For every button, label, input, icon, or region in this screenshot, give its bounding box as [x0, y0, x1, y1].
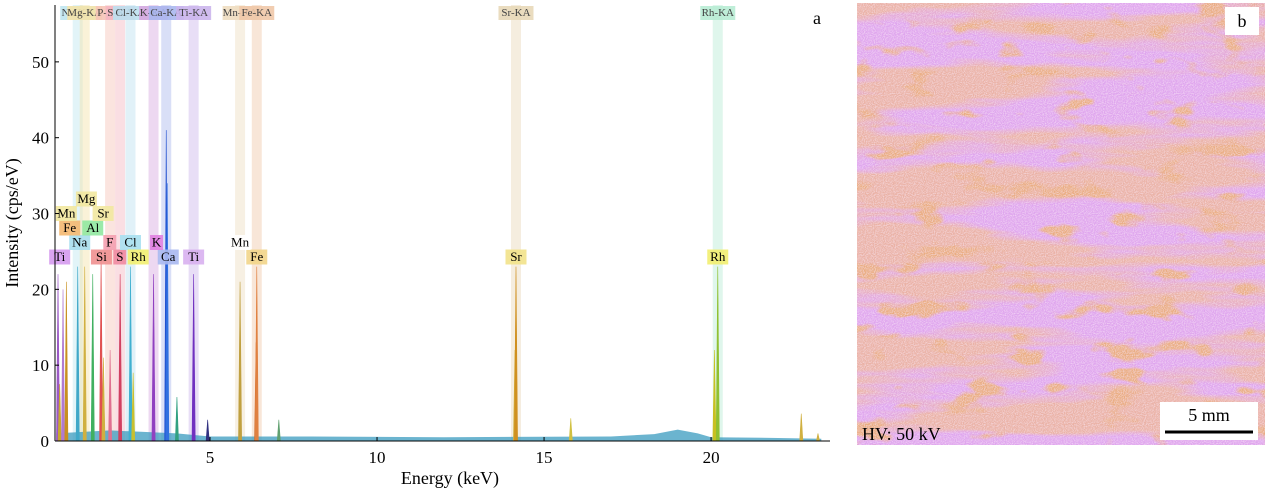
line-label: Fe-KA	[241, 7, 272, 19]
element-label-box	[90, 249, 112, 265]
y-tick-label: 50	[32, 53, 49, 72]
element-label-box	[505, 249, 527, 265]
element-label: Fe	[250, 249, 263, 264]
background-area	[56, 429, 822, 441]
x-tick-label: 5	[206, 448, 215, 467]
element-label-box	[59, 220, 81, 236]
element-label: Rh	[131, 249, 147, 264]
hv-label: HV: 50 kV	[862, 424, 941, 444]
element-label-box	[103, 235, 117, 250]
line-band	[125, 5, 136, 441]
x-tick-label: 20	[703, 448, 720, 467]
line-label-box	[700, 6, 736, 20]
spectrum-panel: Na-KAMg-KAP-KAS-KACl-KAK-KACa-KATi-KAMn-…	[2, 5, 830, 489]
element-label-box	[707, 249, 729, 265]
line-label: Cl-KA	[116, 7, 146, 19]
peak	[175, 397, 179, 442]
element-label-box	[157, 249, 179, 265]
peak	[61, 289, 65, 442]
element-label: Rh	[710, 249, 726, 264]
line-label: Ca-KA	[150, 7, 182, 19]
scale-box	[1160, 402, 1258, 440]
panel-label: a	[813, 8, 821, 28]
peak	[64, 281, 69, 442]
x-tick-label: 15	[536, 448, 553, 467]
peak	[816, 433, 820, 442]
line-label-box	[239, 6, 275, 20]
line-label: Ti-KA	[179, 7, 208, 19]
element-label: Ti	[188, 249, 199, 264]
line-label-box	[67, 6, 103, 20]
map-panel: b HV: 50 kV 5 mm	[857, 3, 1265, 445]
element-label: F	[106, 234, 113, 249]
element-label-box	[82, 220, 104, 236]
y-tick-label: 10	[32, 356, 49, 375]
line-band	[115, 5, 126, 441]
peak	[568, 418, 573, 442]
element-label-box	[92, 206, 114, 221]
element-label-box	[113, 249, 127, 265]
peak	[90, 274, 95, 442]
element-label-box	[75, 191, 97, 207]
line-label: Mg-KA	[67, 7, 102, 19]
element-label: Sr	[510, 249, 522, 264]
line-band	[712, 5, 723, 441]
element-label-box	[229, 235, 251, 250]
scale-label: 5 mm	[1188, 405, 1230, 425]
element-label-box	[49, 249, 71, 265]
element-label: Ti	[54, 249, 65, 264]
panel-label-box	[1225, 7, 1259, 35]
element-label-box	[119, 235, 141, 250]
line-band	[105, 5, 116, 441]
x-tick-label: 10	[369, 448, 386, 467]
line-band	[148, 5, 159, 441]
line-label: Sr-KA	[501, 7, 530, 19]
line-band	[510, 5, 521, 441]
element-label: Mn	[231, 234, 250, 249]
y-tick-label: 40	[32, 129, 49, 148]
line-label-box	[176, 6, 212, 20]
line-label-box	[498, 6, 534, 20]
x-axis-label: Energy (keV)	[401, 468, 499, 489]
element-label: Mg	[77, 191, 96, 206]
element-label-box	[55, 206, 77, 221]
line-label: Rh-KA	[702, 7, 734, 19]
y-axis-label: Intensity (cps/eV)	[2, 158, 23, 287]
element-label-box	[69, 235, 91, 250]
peak	[799, 413, 804, 442]
y-tick-label: 20	[32, 280, 49, 299]
element-label: Na	[72, 234, 87, 249]
element-label: Mn	[57, 205, 76, 220]
element-label: Al	[86, 220, 99, 235]
line-band	[235, 5, 246, 441]
element-label-box	[246, 249, 268, 265]
y-tick-label: 30	[32, 205, 49, 224]
element-label: Ca	[161, 249, 176, 264]
line-band	[188, 5, 199, 441]
peak	[205, 419, 210, 442]
element-label-box	[150, 235, 164, 250]
element-label: Fe	[63, 220, 76, 235]
panel-label: b	[1238, 11, 1247, 31]
element-label: Cl	[124, 234, 137, 249]
element-label: K	[152, 234, 162, 249]
y-tick-label: 0	[41, 432, 50, 451]
element-label-box	[127, 249, 149, 265]
element-label-box	[183, 249, 205, 265]
element-map	[857, 3, 1265, 445]
line-label-box	[148, 6, 184, 20]
line-band	[251, 5, 262, 441]
element-label: Si	[96, 249, 107, 264]
element-label: Sr	[97, 205, 109, 220]
peak	[276, 419, 281, 442]
element-label: S	[116, 249, 123, 264]
